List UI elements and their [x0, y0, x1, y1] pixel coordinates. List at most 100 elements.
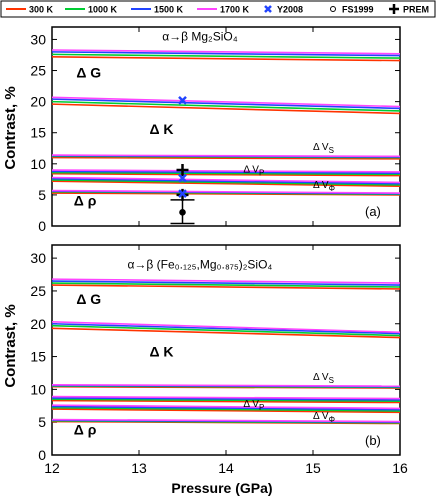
fs1999-marker: [179, 209, 186, 216]
group-label: Δ K: [149, 121, 173, 137]
group-label: Δ VS: [313, 372, 334, 385]
legend-entry: FS1999: [330, 5, 374, 15]
legend-label: 1700 K: [220, 5, 250, 15]
legend-entry: 300 K: [6, 5, 54, 15]
series-line: [51, 53, 401, 59]
group-label: Δ VP: [243, 165, 264, 178]
y-tick-label: 5: [38, 414, 46, 430]
y-tick-label: 0: [38, 447, 46, 463]
series-line: [51, 51, 401, 57]
series-line: [51, 324, 401, 337]
y-tick-label: 25: [30, 283, 46, 299]
series-line: [51, 49, 401, 55]
legend-label: 300 K: [29, 5, 54, 15]
group-label: Δ ρ: [74, 192, 97, 208]
series-line: [51, 103, 401, 115]
y-axis-label-b: Contrast, %: [2, 304, 19, 387]
legend-entry: 1700 K: [197, 5, 250, 15]
series-line: [51, 395, 401, 400]
group-label: Δ VΦ: [313, 180, 335, 193]
series-line: [51, 398, 401, 402]
series-line: [51, 156, 401, 160]
y2008-marker: [178, 173, 187, 183]
series-line: [51, 322, 401, 335]
series-line: [51, 100, 401, 112]
prem-marker: [176, 164, 189, 177]
y-tick-label: 20: [30, 316, 46, 332]
legend-entry: 1000 K: [65, 5, 118, 15]
series-line: [51, 154, 401, 158]
x-tick-label: 12: [44, 460, 60, 476]
legend-label: PREM: [403, 5, 429, 15]
series-line: [51, 280, 401, 286]
series-line: [51, 171, 401, 176]
group-label: Δ G: [76, 291, 101, 307]
group-label: Δ G: [76, 64, 101, 80]
legend: 300 K 1000 K 1500 K 1700 K Y2008 FS1999 PREM: [0, 0, 436, 18]
y-tick-label: 10: [30, 381, 46, 397]
panel-title: α→β Mg₂SiO₄: [162, 30, 238, 44]
series-line: [51, 189, 401, 194]
y2008-marker: [178, 95, 187, 105]
series-line: [51, 169, 401, 173]
y-tick-label: 30: [30, 31, 46, 47]
series-line: [51, 408, 401, 414]
series-line: [51, 56, 401, 62]
series-line: [51, 172, 401, 177]
legend-label: Y2008: [277, 5, 303, 15]
legend-entry: Y2008: [264, 5, 303, 15]
series-line: [51, 180, 401, 187]
series-line: [51, 170, 401, 174]
y-tick-label: 20: [30, 94, 46, 110]
legend-marker: [389, 4, 399, 14]
series-line: [51, 327, 401, 339]
series-line: [51, 96, 401, 108]
x-tick-label: 14: [218, 460, 234, 476]
series-line: [51, 399, 401, 404]
series-line: [51, 406, 401, 412]
legend-label: 1000 K: [88, 5, 118, 15]
series-line: [51, 98, 401, 110]
group-label: Δ VΦ: [313, 411, 335, 424]
series-line: [51, 397, 401, 401]
group-label: Δ K: [149, 344, 173, 360]
y-tick-label: 25: [30, 63, 46, 79]
legend-entry: 1500 K: [131, 5, 184, 15]
y2008-marker: [178, 189, 187, 199]
y-tick-label: 30: [30, 250, 46, 266]
series-line: [51, 405, 401, 411]
group-label: Δ VP: [243, 399, 264, 412]
series-line: [51, 282, 401, 288]
series-line: [51, 176, 401, 184]
legend-marker: [330, 6, 336, 12]
panel-label: (b): [365, 433, 381, 448]
legend-box: [0, 0, 436, 18]
y-tick-label: 15: [30, 125, 46, 141]
legend-entry: PREM: [389, 4, 429, 15]
y-axis-label-a: Contrast, %: [2, 86, 19, 169]
series-line: [51, 404, 401, 410]
y-tick-label: 0: [38, 218, 46, 234]
x-tick-label: 16: [392, 460, 408, 476]
series-line: [51, 320, 401, 334]
panel-title: α→β (Fe₀.₁₂₅,Mg₀.₈₇₅)₂SiO₄: [127, 258, 272, 272]
panel-b: 0 5 10 15 20 25 30 12 13 14 15 16 Δ G Δ K Δ VS Δ VP Δ VΦ…: [30, 244, 408, 476]
series-line: [51, 177, 401, 185]
y-tick-label: 15: [30, 349, 46, 365]
series-line: [51, 383, 401, 387]
series-line: [51, 179, 401, 186]
legend-label: FS1999: [342, 5, 374, 15]
panel-label: (a): [365, 204, 381, 219]
x-tick-label: 15: [305, 460, 321, 476]
x-axis-label: Pressure (GPa): [171, 480, 272, 496]
legend-label: 1500 K: [154, 5, 184, 15]
group-label: Δ ρ: [74, 422, 97, 438]
series-line: [51, 418, 401, 423]
legend-marker: [264, 5, 272, 13]
series-line: [51, 278, 401, 284]
y-tick-label: 10: [30, 156, 46, 172]
group-label: Δ VS: [313, 142, 334, 155]
series-line: [51, 284, 401, 290]
x-tick-label: 13: [131, 460, 147, 476]
